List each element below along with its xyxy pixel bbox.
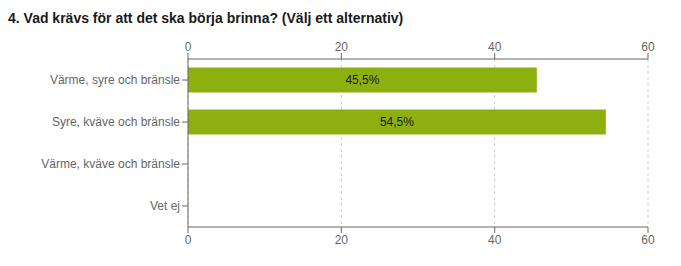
svg-text:60: 60 <box>641 233 655 247</box>
svg-text:20: 20 <box>335 40 349 54</box>
svg-text:0: 0 <box>185 40 192 54</box>
html-text:4. Vad krävs för att det ska b: 4. Vad krävs för att det ska börja brinn… <box>8 10 404 26</box>
svg-text:20: 20 <box>335 233 349 247</box>
svg-text:40: 40 <box>488 233 502 247</box>
svg-text:Värme, syre och bränsle: Värme, syre och bränsle <box>50 73 180 87</box>
svg-text:40: 40 <box>488 40 502 54</box>
svg-text:60: 60 <box>641 40 655 54</box>
svg-text:Vet ej: Vet ej <box>150 199 180 213</box>
svg-text:Värme, kväve och bränsle: Värme, kväve och bränsle <box>41 157 180 171</box>
svg-text:45,5%: 45,5% <box>345 73 379 87</box>
svg-text:54,5%: 54,5% <box>380 115 414 129</box>
svg-text:0: 0 <box>185 233 192 247</box>
svg-text:Syre, kväve och bränsle: Syre, kväve och bränsle <box>52 115 180 129</box>
